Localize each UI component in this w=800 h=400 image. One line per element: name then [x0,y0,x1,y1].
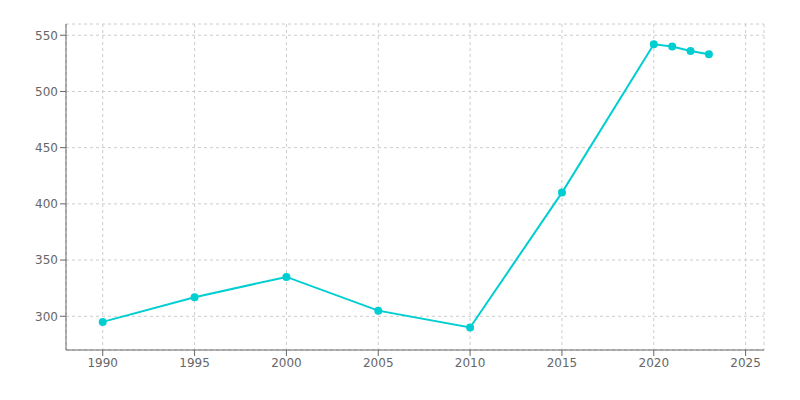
svg-text:300: 300 [35,310,58,324]
svg-text:2005: 2005 [363,356,394,370]
svg-text:500: 500 [35,85,58,99]
svg-text:550: 550 [35,29,58,43]
svg-text:1990: 1990 [87,356,118,370]
svg-text:1995: 1995 [179,356,210,370]
svg-text:350: 350 [35,253,58,267]
svg-text:400: 400 [35,197,58,211]
svg-text:2000: 2000 [271,356,302,370]
svg-text:450: 450 [35,141,58,155]
svg-text:2020: 2020 [639,356,670,370]
svg-text:2025: 2025 [730,356,761,370]
svg-text:2010: 2010 [455,356,486,370]
svg-text:2015: 2015 [547,356,578,370]
